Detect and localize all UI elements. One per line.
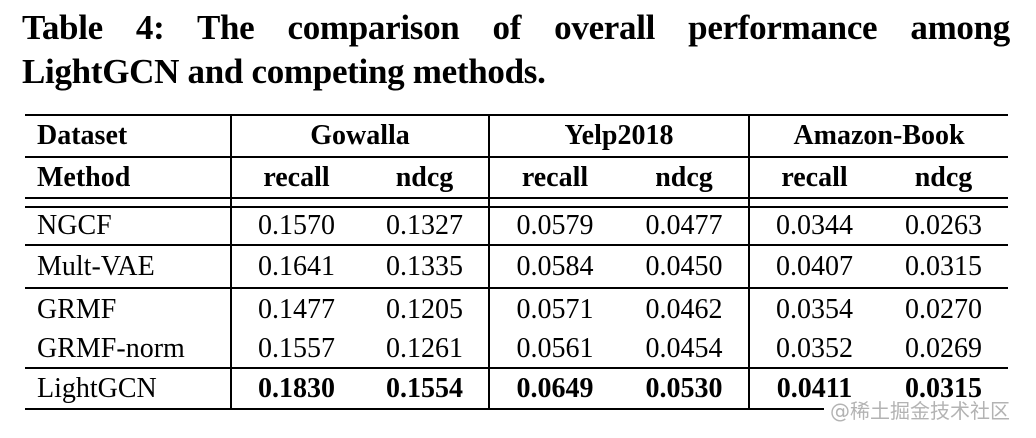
corner-method-label: Method — [25, 158, 232, 197]
value-cell: 0.1570 — [258, 210, 335, 241]
table-row-grmf-norm: GRMF-norm 0.1557 0.1261 0.0561 0.0454 0.… — [25, 330, 1008, 369]
value-cell: 0.1557 — [258, 332, 335, 364]
group-header-gowalla: Gowalla — [232, 116, 490, 156]
value-cell: 0.0462 — [620, 289, 750, 330]
group-header-amazon-book: Amazon-Book — [793, 120, 965, 151]
metric-header-gowalla-ndcg: ndcg — [361, 158, 490, 197]
header-body-double-rule — [25, 199, 1008, 208]
value-cell: 0.0270 — [905, 293, 982, 325]
table-row-grmf: GRMF 0.1477 0.1205 0.0571 0.0462 0.0354 … — [25, 289, 1008, 330]
value-cell: 0.1335 — [361, 246, 490, 287]
value-cell: 0.1205 — [361, 289, 490, 330]
method-name: LightGCN — [25, 369, 232, 408]
value-cell: 0.0450 — [620, 246, 750, 287]
table-row-ngcf: NGCF 0.1570 0.1327 0.0579 0.0477 0.0344 … — [25, 208, 1008, 246]
value-cell: 0.0530 — [620, 369, 750, 408]
value-cell: 0.0561 — [516, 332, 594, 364]
value-cell: 0.1641 — [258, 250, 335, 282]
method-name: GRMF-norm — [25, 330, 232, 367]
value-cell: 0.0649 — [516, 372, 594, 404]
value-cell: 0.1477 — [258, 293, 335, 325]
metric-header-gowalla-recall: recall — [263, 161, 330, 193]
table-row-mult-vae: Mult-VAE 0.1641 0.1335 0.0584 0.0450 0.0… — [25, 246, 1008, 289]
value-cell: 0.1327 — [361, 208, 490, 244]
value-cell: 0.0344 — [776, 210, 853, 241]
metric-header-yelp2018-recall: recall — [521, 161, 589, 193]
table-caption-line2: LightGCN and competing methods. — [22, 52, 546, 91]
value-cell: 0.0477 — [620, 208, 750, 244]
value-cell: 0.0407 — [776, 250, 853, 282]
metric-header-yelp2018-ndcg: ndcg — [620, 158, 750, 197]
value-cell: 0.0315 — [905, 250, 982, 282]
group-header-yelp2018: Yelp2018 — [490, 116, 750, 156]
method-name: GRMF — [25, 289, 232, 330]
results-table: Dataset Gowalla Yelp2018 Amazon-Book Met… — [25, 114, 1008, 410]
value-cell: 0.0352 — [776, 332, 853, 364]
value-cell: 0.0454 — [620, 330, 750, 367]
value-cell: 0.0269 — [905, 332, 982, 364]
value-cell: 0.1830 — [258, 372, 335, 404]
value-cell: 0.0584 — [516, 250, 594, 282]
table-caption: Table 4: The comparison of overall perfo… — [22, 6, 1010, 94]
table-caption-line1: Table 4: The comparison of overall perfo… — [22, 8, 1010, 47]
table-header-metrics: Method recall ndcg recall ndcg recall nd… — [25, 158, 1008, 199]
value-cell: 0.0579 — [516, 210, 594, 241]
juejin-watermark: @稀土掘金技术社区 — [824, 398, 1012, 424]
metric-header-amazon-book-recall: recall — [781, 161, 848, 193]
table-header-datasets: Dataset Gowalla Yelp2018 Amazon-Book — [25, 116, 1008, 158]
corner-dataset-label: Dataset — [25, 116, 232, 156]
value-cell: 0.0354 — [776, 293, 853, 325]
value-cell: 0.1554 — [361, 369, 490, 408]
value-cell: 0.0571 — [516, 293, 594, 325]
value-cell: 0.1261 — [361, 330, 490, 367]
method-name: NGCF — [25, 208, 232, 244]
method-name: Mult-VAE — [25, 246, 232, 287]
metric-header-amazon-book-ndcg: ndcg — [914, 161, 973, 193]
value-cell: 0.0263 — [905, 210, 982, 241]
